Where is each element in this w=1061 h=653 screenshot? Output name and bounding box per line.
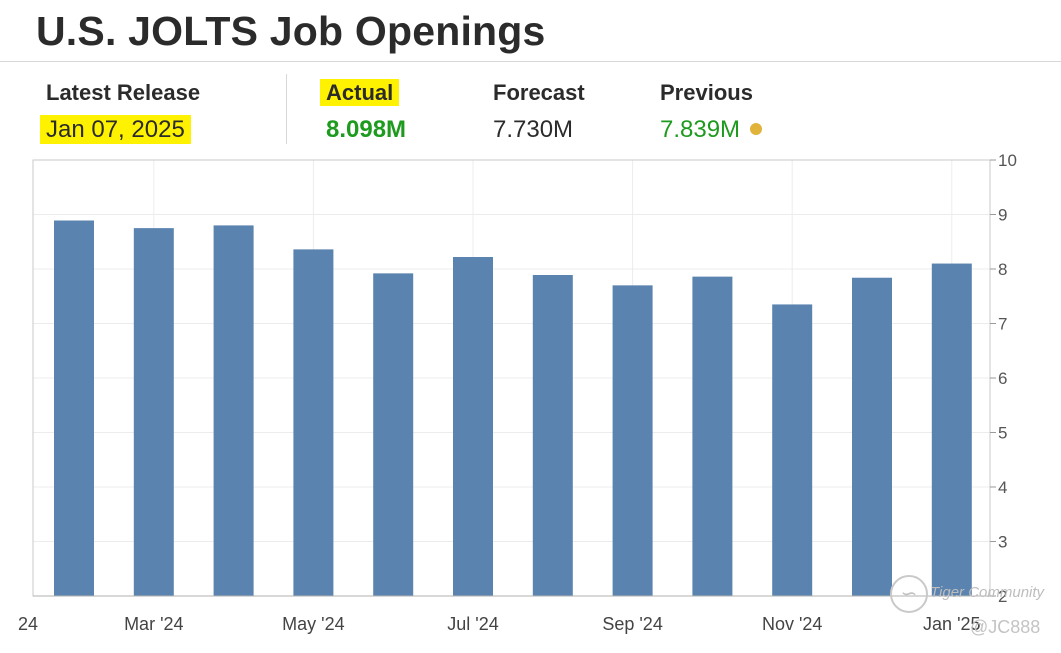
bar-mar-24: [213, 225, 254, 596]
latest-release-label: Latest Release: [46, 80, 201, 105]
latest-release-block: Latest Release Jan 07, 2025: [40, 80, 200, 144]
bar-aug-24: [612, 285, 653, 596]
bar-jan-24: [54, 220, 94, 596]
bar-jul-24: [532, 274, 573, 596]
latest-release-value: Jan 07, 2025: [40, 115, 200, 144]
x-tick-label: 24: [18, 614, 38, 634]
y-tick-label: 7: [998, 315, 1007, 334]
bar-dec-24: [931, 263, 972, 596]
y-tick-label: 9: [998, 206, 1007, 225]
tiger-logo-icon: ∽: [890, 575, 928, 613]
actual-block: Actual 8.098M: [320, 79, 407, 144]
y-tick-label: 2: [998, 587, 1007, 606]
x-tick-label: Mar '24: [124, 614, 183, 634]
y-tick-label: 10: [998, 151, 1017, 170]
revision-dot-icon[interactable]: [750, 122, 763, 135]
previous-value-text: 7.839M: [660, 116, 741, 143]
y-tick-label: 5: [998, 424, 1007, 443]
y-tick-label: 6: [998, 369, 1007, 388]
bar-nov-24: [852, 277, 892, 596]
watermark: ∽ Tiger Community @JC888: [890, 575, 1060, 645]
forecast-label: Forecast: [493, 80, 585, 105]
stats-divider: [286, 74, 287, 144]
x-tick-label: Jan '25: [923, 614, 980, 634]
watermark-brand: Tiger Community: [930, 584, 1045, 601]
title-divider: [0, 61, 1061, 62]
y-tick-label: 4: [998, 478, 1007, 497]
bar-apr-24: [293, 249, 334, 596]
bar-feb-24: [133, 228, 174, 596]
watermark-handle: @JC888: [970, 617, 1041, 637]
page-title: U.S. JOLTS Job Openings: [36, 8, 546, 54]
previous-block: Previous 7.839M: [660, 80, 763, 144]
bar-sep-24: [692, 276, 733, 596]
bar-may-24: [373, 273, 414, 596]
job-openings-bar-chart: 2 3 4 5 6 7 8 9 10 24 Mar '24 May '24 Jul '24 Sep '24…: [18, 151, 1017, 634]
previous-value: 7.839M: [660, 116, 763, 144]
forecast-block: Forecast 7.730M: [493, 80, 585, 144]
actual-label: Actual: [320, 79, 400, 106]
x-tick-label: Nov '24: [762, 614, 822, 634]
bar-jun-24: [453, 257, 493, 596]
forecast-value: 7.730M: [493, 116, 574, 143]
previous-label: Previous: [660, 80, 753, 105]
x-tick-label: Sep '24: [602, 614, 663, 634]
bar-oct-24: [772, 304, 813, 596]
y-tick-label: 3: [998, 533, 1007, 552]
y-tick-label: 8: [998, 260, 1007, 279]
latest-release-date: Jan 07, 2025: [40, 115, 191, 144]
actual-value: 8.098M: [326, 116, 407, 143]
x-tick-label: Jul '24: [447, 614, 498, 634]
x-tick-label: May '24: [282, 614, 344, 634]
